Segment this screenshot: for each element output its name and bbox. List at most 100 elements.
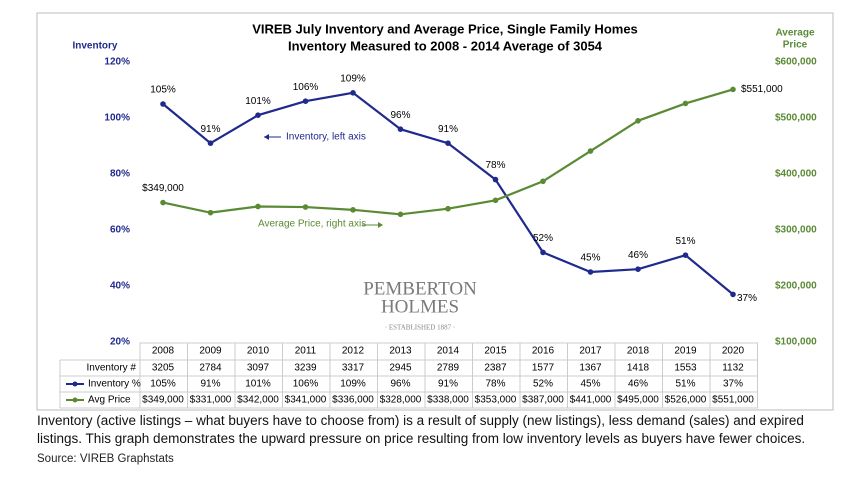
data-label: 46% xyxy=(628,250,648,261)
data-label: $349,000 xyxy=(142,183,184,194)
x-tick-label: 2015 xyxy=(484,346,507,357)
table-cell: 2784 xyxy=(199,363,222,374)
table-row-label: Inventory # xyxy=(87,363,137,374)
data-label: 96% xyxy=(390,110,410,121)
table-cell: 106% xyxy=(293,379,319,390)
table-cell: 51% xyxy=(675,379,695,390)
chart-subtitle: Inventory Measured to 2008 - 2014 Averag… xyxy=(288,38,603,53)
x-tick-label: 2009 xyxy=(199,346,222,357)
y2-tick-label: $500,000 xyxy=(775,113,817,124)
table-cell: 2945 xyxy=(389,363,412,374)
table-cell: $441,000 xyxy=(570,395,612,406)
x-tick-label: 2011 xyxy=(295,346,317,357)
table-cell: $341,000 xyxy=(285,395,327,406)
data-label: 106% xyxy=(293,82,319,93)
x-tick-label: 2013 xyxy=(389,346,412,357)
table-cell: 78% xyxy=(485,379,505,390)
point xyxy=(445,140,451,146)
table-cell: 45% xyxy=(580,379,600,390)
y-tick-label: 40% xyxy=(110,281,130,292)
table-cell: 96% xyxy=(390,379,410,390)
data-label: $551,000 xyxy=(741,84,783,95)
logo-tagline: · ESTABLISHED 1887 · xyxy=(385,324,455,332)
table-cell: 2387 xyxy=(484,363,507,374)
table-cell: 1553 xyxy=(674,363,697,374)
point xyxy=(302,98,309,104)
logo: HOLMES xyxy=(381,296,459,317)
table-cell: 52% xyxy=(533,379,553,390)
point xyxy=(730,86,736,93)
x-tick-label: 2020 xyxy=(722,346,745,357)
point xyxy=(492,176,499,183)
point xyxy=(682,252,689,258)
point xyxy=(587,148,594,154)
point xyxy=(160,101,166,107)
table-cell: 101% xyxy=(245,379,271,390)
x-tick-label: 2019 xyxy=(674,346,697,357)
table-cell: $551,000 xyxy=(712,395,754,406)
data-label: 109% xyxy=(340,73,366,84)
y2-axis-title: Price xyxy=(783,40,808,51)
data-label: 105% xyxy=(150,85,176,96)
point xyxy=(207,209,214,216)
point xyxy=(540,178,546,185)
annotation-arrow xyxy=(378,222,383,228)
y2-tick-label: $200,000 xyxy=(775,281,817,292)
point xyxy=(350,90,356,96)
table-cell: 91% xyxy=(438,379,458,390)
caption: Inventory (active listings – what buyers… xyxy=(37,413,806,446)
table-cell: 1367 xyxy=(579,363,602,374)
source: Source: VIREB Graphstats xyxy=(37,453,174,465)
table-cell: 1577 xyxy=(532,363,555,374)
y-axis-title: Inventory xyxy=(72,41,117,52)
y-tick-label: 100% xyxy=(104,113,130,124)
legend-label: Avg Price xyxy=(88,395,131,406)
table-cell: $387,000 xyxy=(522,395,564,406)
point xyxy=(160,199,166,206)
data-label: 101% xyxy=(245,96,271,107)
chart: VIREB July Inventory and Average Price, … xyxy=(36,12,834,411)
x-tick-label: 2016 xyxy=(532,346,555,357)
table-cell: 3239 xyxy=(294,363,317,374)
table-cell: $353,000 xyxy=(475,395,517,406)
data-label: 91% xyxy=(438,124,458,135)
table-cell: $495,000 xyxy=(617,395,659,406)
annotation-arrow xyxy=(264,134,269,140)
chart-frame xyxy=(36,12,834,411)
point xyxy=(587,269,594,275)
table-cell: 109% xyxy=(340,379,366,390)
table-cell: $349,000 xyxy=(142,395,184,406)
y2-tick-label: $300,000 xyxy=(775,225,817,236)
point xyxy=(397,211,404,218)
point xyxy=(635,266,641,273)
legend-marker xyxy=(72,381,78,387)
table-cell: 1132 xyxy=(722,363,744,374)
point xyxy=(350,207,356,213)
x-tick-label: 2017 xyxy=(579,346,602,357)
x-tick-label: 2008 xyxy=(152,346,175,357)
table-cell: $338,000 xyxy=(427,395,469,406)
point xyxy=(730,291,736,298)
data-label: 52% xyxy=(533,233,553,244)
x-tick-label: 2018 xyxy=(627,346,650,357)
table-cell: $526,000 xyxy=(665,395,707,406)
data-label: 91% xyxy=(200,124,220,135)
y-tick-label: 20% xyxy=(110,337,130,348)
x-tick-label: 2010 xyxy=(247,346,270,357)
point xyxy=(635,118,641,124)
table-cell: $342,000 xyxy=(237,395,279,406)
table-cell: $331,000 xyxy=(190,395,232,406)
y2-axis-title: Average xyxy=(775,28,815,39)
y2-tick-label: $600,000 xyxy=(775,57,817,68)
table-cell: $336,000 xyxy=(332,395,374,406)
y-tick-label: 80% xyxy=(110,169,130,180)
table-cell: 3317 xyxy=(342,363,365,374)
y-tick-label: 60% xyxy=(110,225,130,236)
point xyxy=(445,205,451,212)
chart-title: VIREB July Inventory and Average Price, … xyxy=(252,21,638,36)
data-label: 45% xyxy=(580,253,600,264)
y2-tick-label: $400,000 xyxy=(775,169,817,180)
logo: PEMBERTON xyxy=(363,278,477,299)
table-cell: 3097 xyxy=(247,363,270,374)
